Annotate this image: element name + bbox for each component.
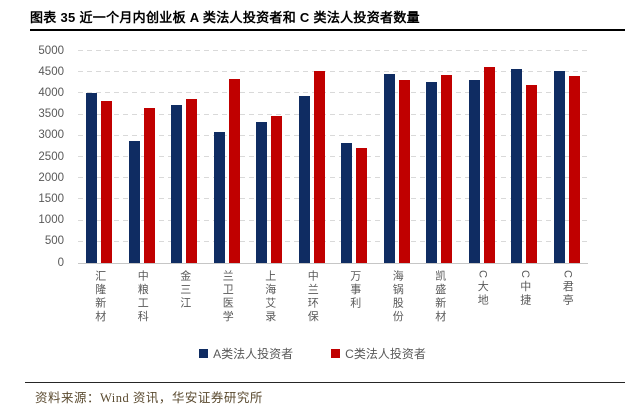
bar-a [553,70,565,263]
x-category-label: 凯盛新材 [433,270,446,324]
gridline [78,156,588,157]
y-tick-label: 0 [57,256,64,269]
bar-group [248,51,291,263]
x-category-label: C大地 [476,270,489,308]
y-tick-label: 4500 [38,65,64,78]
bar-c [101,100,113,263]
legend-label-a: A类法人投资者 [213,347,294,361]
bar-group [503,51,546,263]
bar-c [483,66,495,263]
title-rule [30,29,625,31]
x-category-slot: C大地 [461,270,504,336]
bar-a [383,74,395,263]
x-category-slot: 金三江 [163,270,206,336]
x-category-label: 中粮工科 [136,270,149,324]
x-category-slot: C君亭 [546,270,589,336]
legend-swatch-c-icon [331,349,341,358]
gridline [78,219,588,221]
bar-c [356,147,368,263]
y-tick-label: 2500 [38,150,64,163]
bar-a [511,69,523,263]
bar-a [468,80,480,263]
y-tick-label: 1500 [38,192,64,205]
bar-group [376,51,419,263]
bar-group [546,51,589,263]
x-category-slot: 上海艾录 [248,270,291,336]
x-category-label: C中捷 [518,270,531,308]
gridlines [78,50,588,263]
bar-group [333,51,376,263]
y-axis: 0 500 1000 1500 2000 2500 3000 3500 4000 4500 5000 [0,45,70,269]
bar-group [121,51,164,263]
bar-c [526,84,538,263]
x-category-slot: 兰卫医学 [206,270,249,336]
bar-c [186,98,198,263]
bar-c [398,80,410,263]
gridline [78,240,588,242]
x-category-slot: 汇隆新材 [78,270,121,336]
x-axis: 汇隆新材 中粮工科 金三江 兰卫医学 上海艾录 中兰环保 万事利 海锅股份 凯盛新材 C大地 C中捷… [78,270,588,336]
y-tick-label: 5000 [38,44,64,57]
bar-a [86,92,98,263]
legend: A类法人投资者 C类法人投资者 [0,345,625,362]
y-tick-label: 2000 [38,171,64,184]
figure-title: 图表 35 近一个月内创业板 A 类法人投资者和 C 类法人投资者数量 [30,10,420,25]
x-category-slot: 万事利 [333,270,376,336]
x-category-slot: 中兰环保 [291,270,334,336]
x-category-label: C君亭 [561,270,574,308]
bar-a [426,82,438,263]
bar-c [228,78,240,263]
source-note: 资料来源：Wind 资讯，华安证券研究所 [35,391,263,405]
bar-c [271,115,283,263]
x-category-slot: 凯盛新材 [418,270,461,336]
bar-a [298,96,310,263]
y-tick-label: 3500 [38,108,64,121]
legend-label-c: C类法人投资者 [345,347,426,361]
y-tick-label: 3000 [38,129,64,142]
x-category-slot: C中捷 [503,270,546,336]
bar-group [206,51,249,263]
y-tick-label: 4000 [38,86,64,99]
gridline [78,113,588,115]
bar-a [256,121,268,263]
x-category-label: 万事利 [348,270,361,311]
source-rule [25,382,625,383]
bar-c [143,108,155,263]
plot-area [78,50,588,264]
x-category-label: 兰卫医学 [221,270,234,324]
x-category-label: 海锅股份 [391,270,404,324]
x-category-label: 中兰环保 [306,270,319,324]
bar-a [341,142,353,263]
bar-a [128,141,140,263]
gridline [78,177,588,179]
bar-a [213,131,225,263]
legend-item-c: C类法人投资者 [331,345,426,362]
legend-swatch-a-icon [199,349,209,358]
bar-group [418,51,461,263]
gridline [78,198,588,200]
y-tick-label: 500 [44,235,64,248]
bar-c [568,76,580,263]
gridline [78,134,588,136]
x-category-slot: 海锅股份 [376,270,419,336]
gridline [78,71,588,73]
gridline [78,92,588,94]
x-category-label: 金三江 [178,270,191,311]
gridline [78,50,588,51]
bar-a [171,104,183,263]
bar-c [313,70,325,263]
x-category-label: 上海艾录 [263,270,276,324]
bar-group [78,51,121,263]
bar-group [163,51,206,263]
bar-group [461,51,504,263]
bar-c [441,75,453,263]
bars [78,51,588,263]
x-category-label: 汇隆新材 [93,270,106,324]
x-category-slot: 中粮工科 [121,270,164,336]
y-tick-label: 1000 [38,214,64,227]
bar-group [291,51,334,263]
legend-item-a: A类法人投资者 [199,345,293,362]
